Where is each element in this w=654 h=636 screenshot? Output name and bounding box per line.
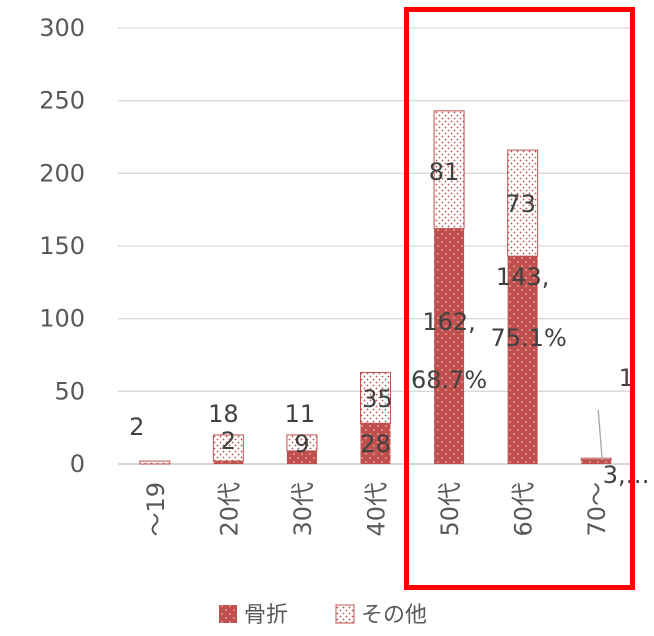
bar-fracture [507, 256, 538, 464]
x-category-label: 60代 [510, 482, 538, 537]
x-category-label: 30代 [289, 482, 317, 537]
bar-other [286, 434, 318, 452]
bar-other [580, 457, 612, 461]
data-label: 68.7% [411, 366, 487, 394]
bar-other [139, 460, 171, 465]
y-tick-label: 100 [39, 305, 85, 333]
bars [139, 110, 612, 465]
y-tick-label: 300 [39, 14, 85, 42]
data-label: 3,… [603, 461, 650, 489]
highlight-box [404, 7, 635, 590]
data-label: 81 [429, 158, 460, 186]
x-category-label: 50代 [436, 482, 464, 537]
y-tick-label: 200 [39, 159, 85, 187]
bar-fracture [581, 459, 612, 464]
leader-line [597, 409, 603, 461]
data-label: 2 [129, 413, 144, 441]
data-label: 35 [362, 385, 393, 413]
data-label: 143, [496, 263, 549, 291]
x-category-label: 20代 [215, 482, 243, 537]
data-label: 2 [221, 427, 236, 455]
gridlines [118, 27, 633, 465]
legend: 骨折 その他 [219, 603, 427, 628]
data-label: 162, [422, 308, 475, 336]
y-tick-label: 50 [54, 377, 85, 405]
bar-fracture [213, 461, 244, 464]
bar-other [212, 434, 244, 462]
legend-label-other: その他 [361, 603, 427, 628]
y-tick-label: 0 [70, 450, 85, 478]
legend-label-fracture: 骨折 [244, 603, 288, 628]
y-tick-label: 150 [39, 232, 85, 260]
legend-swatch-other [335, 604, 355, 624]
x-category-label: ～19 [142, 482, 170, 537]
x-axis-categories: ～19 20代 30代 40代 50代 60代 70～ [142, 482, 611, 537]
bar-other [360, 371, 391, 424]
bar-other [433, 110, 465, 230]
data-label: 11 [285, 400, 316, 428]
data-label: 18 [208, 400, 239, 428]
bar-fracture [286, 450, 317, 464]
x-category-label: 70～ [583, 482, 611, 537]
bar-fracture [434, 228, 465, 464]
bar-fracture [360, 423, 391, 464]
legend-swatch-fracture [219, 605, 237, 623]
y-axis-ticks: 0 50 100 150 200 250 300 [39, 14, 85, 478]
data-label: 75.1% [491, 324, 567, 352]
y-tick-label: 250 [39, 87, 85, 115]
data-label: 73 [505, 190, 536, 218]
x-category-label: 40代 [363, 482, 391, 537]
bar-other [507, 149, 539, 257]
data-label: 9 [294, 430, 309, 458]
data-label: 28 [360, 430, 391, 458]
